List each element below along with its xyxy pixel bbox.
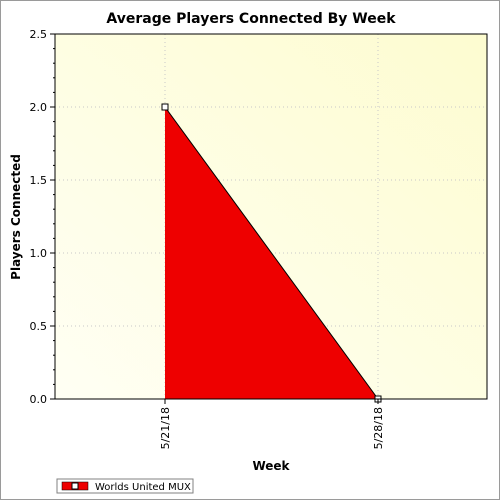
data-point-marker xyxy=(161,103,169,111)
legend-label-worlds-united-mux: Worlds United MUX xyxy=(95,482,191,493)
y-tick-label: 1.0 xyxy=(30,247,48,260)
legend: Worlds United MUX xyxy=(56,478,194,494)
x-axis-label: Week xyxy=(252,459,290,473)
x-tick-label: 5/28/18 xyxy=(372,407,385,449)
y-tick-label: 2.0 xyxy=(30,101,48,114)
y-tick-label: 0.5 xyxy=(30,320,48,333)
y-axis-label: Players Connected xyxy=(9,154,23,280)
y-tick-label: 0.0 xyxy=(30,393,48,406)
chart-title: Average Players Connected By Week xyxy=(106,11,396,27)
y-tick-label: 1.5 xyxy=(30,174,48,187)
y-tick-label: 2.5 xyxy=(30,28,48,41)
x-tick-label: 5/21/18 xyxy=(159,407,172,449)
x-axis-ticks: 5/21/18 5/28/18 xyxy=(159,399,385,449)
legend-box xyxy=(56,478,194,494)
y-axis-ticks: 0.0 0.5 1.0 1.5 2.0 2.5 xyxy=(30,28,55,406)
legend-marker xyxy=(71,482,79,490)
axes xyxy=(54,33,488,400)
series-line xyxy=(164,106,379,400)
plot-border xyxy=(54,33,488,400)
